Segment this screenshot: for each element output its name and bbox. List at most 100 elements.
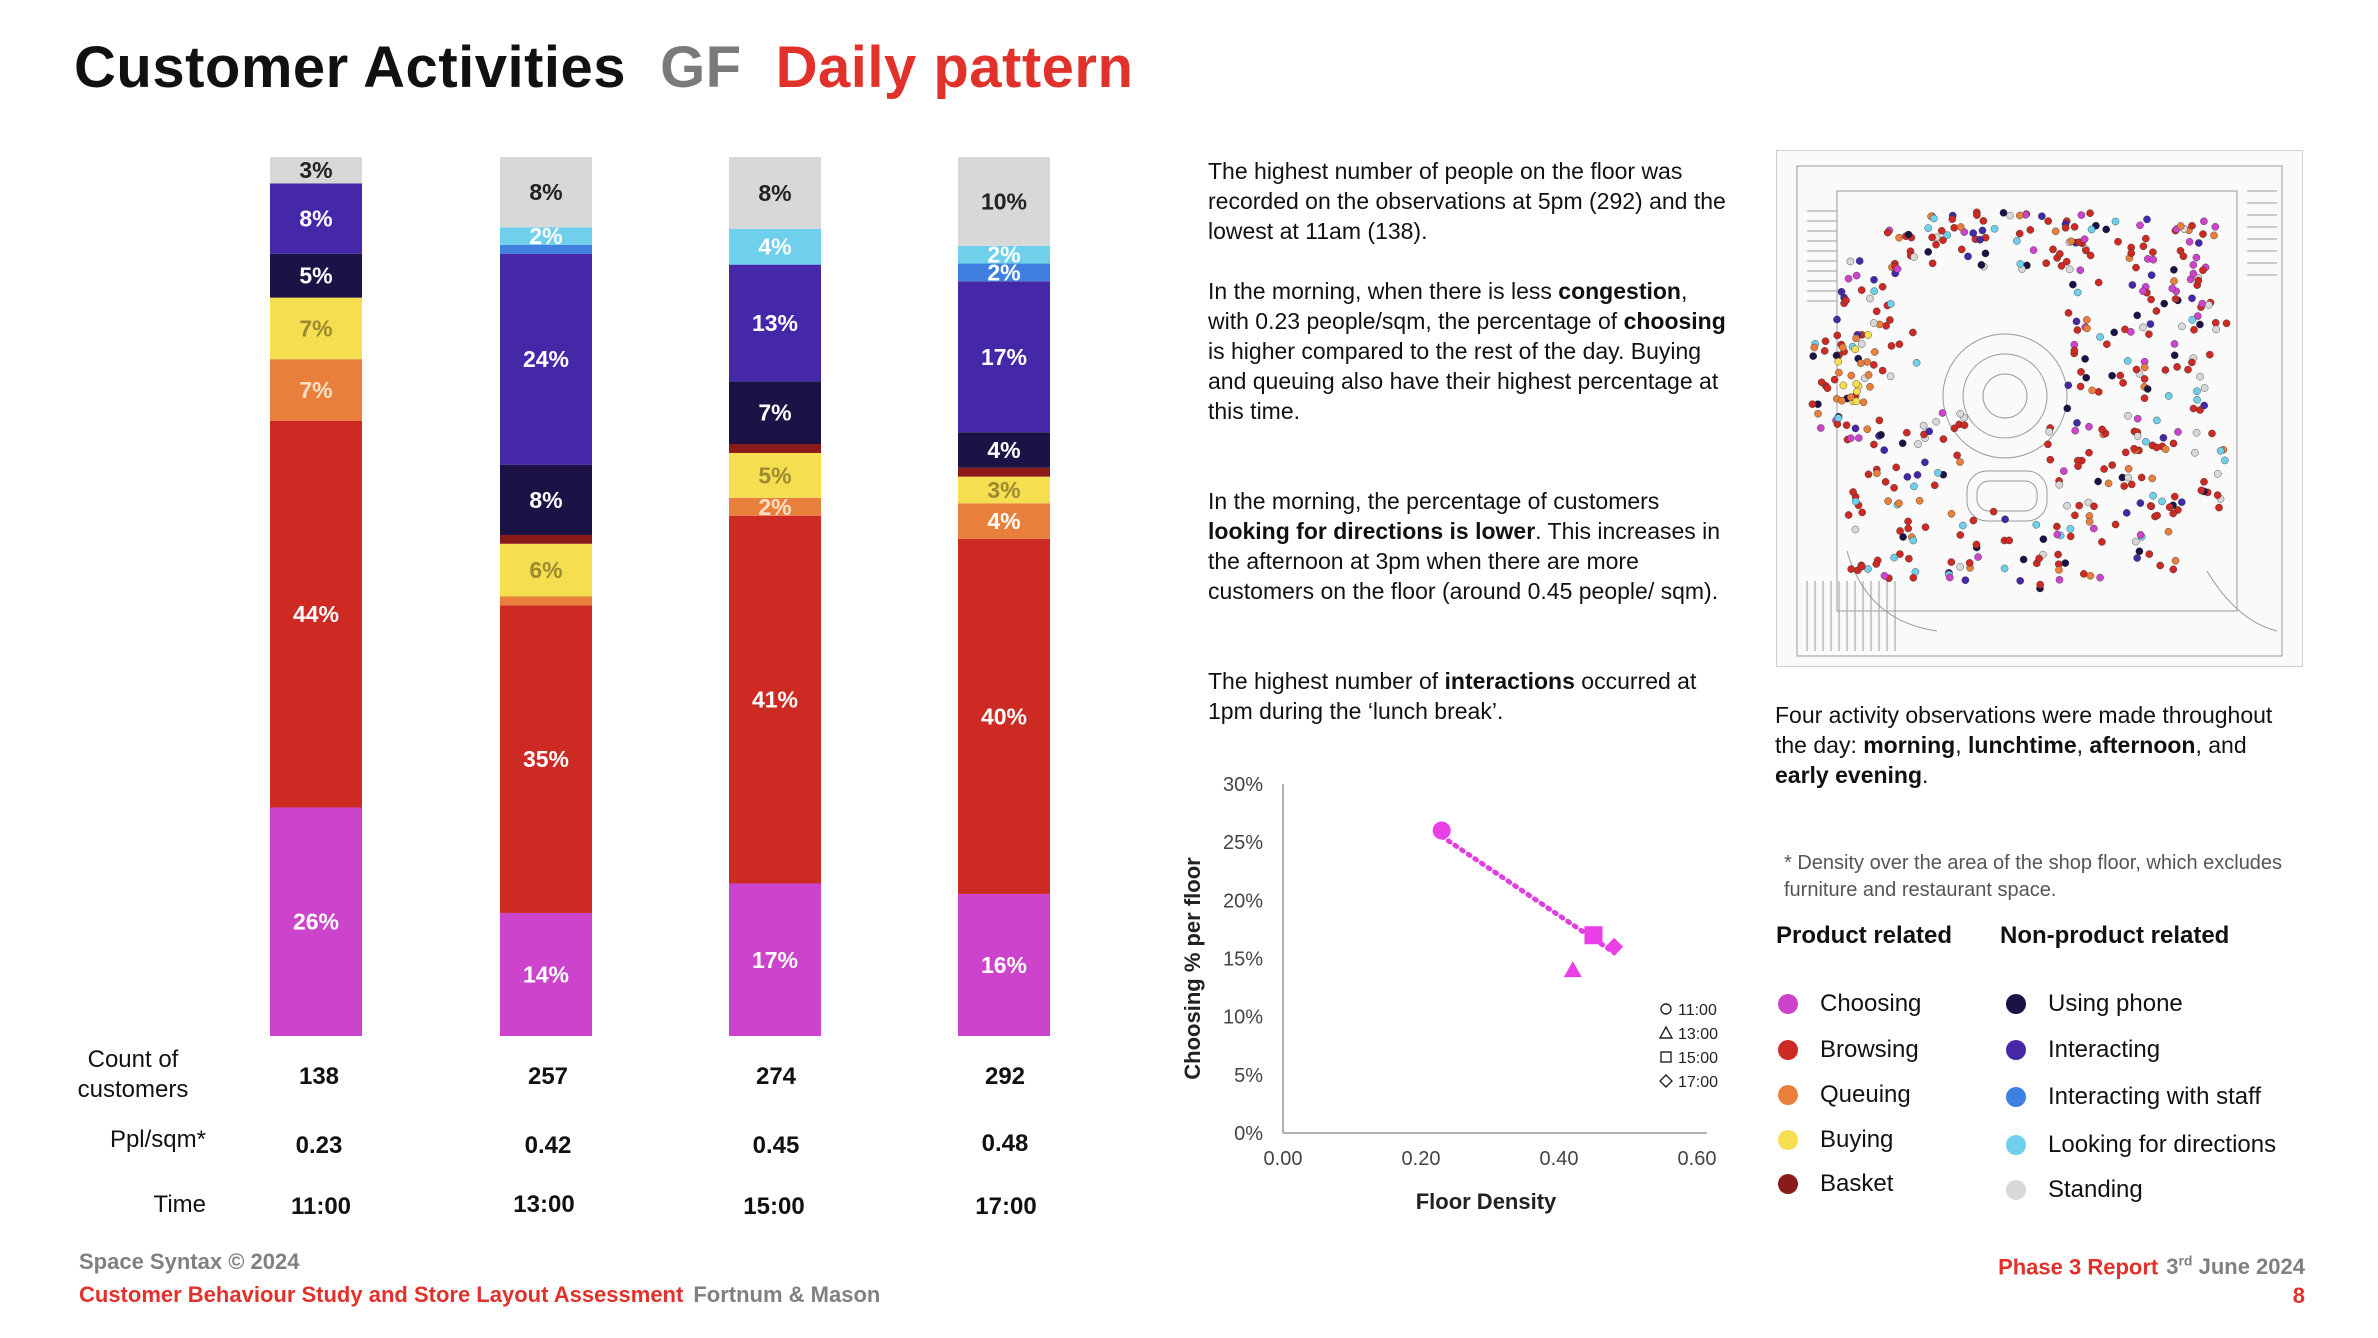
- legend-item-using-phone: Using phone: [2006, 990, 2183, 1018]
- x-tick-label: 0.40: [1540, 1148, 1579, 1170]
- scatter-legend-item: 11:00: [1660, 1002, 1717, 1019]
- legend-swatch-icon: [1778, 1174, 1798, 1194]
- bar-data-label: 3%: [299, 157, 332, 183]
- density-footnote: * Density over the area of the shop floo…: [1784, 852, 2283, 901]
- bar-data-label: 4%: [987, 437, 1020, 463]
- y-tick-label: 10%: [1223, 1007, 1263, 1029]
- bar-segment-using-phone: [958, 432, 1050, 468]
- legend-item-looking-for-directions: Looking for directions: [2006, 1131, 2276, 1159]
- bar-data-label: 35%: [523, 746, 569, 772]
- bar-data-label: 44%: [293, 601, 339, 627]
- bar-segment-browsing: [500, 605, 592, 913]
- bar-data-label: 4%: [758, 234, 791, 260]
- footer-date: 3rd June 2024: [2166, 1253, 2305, 1280]
- bar-segment-choosing: [270, 807, 362, 1036]
- y-tick-label: 5%: [1234, 1065, 1263, 1087]
- trendline: [1439, 833, 1617, 956]
- legend-nonproduct-title: Non-product related: [2000, 922, 2230, 949]
- page-number: 8: [2292, 1283, 2305, 1308]
- bar-data-label: 2%: [987, 242, 1020, 268]
- footer-client: Fortnum & Mason: [693, 1282, 881, 1307]
- bar-data-label: 7%: [299, 377, 332, 403]
- bar-segment-basket: [500, 534, 592, 544]
- time-value: 17:00: [975, 1193, 1037, 1220]
- scatter-point-1300: [1563, 961, 1582, 978]
- page-title: Customer Activities GF Daily pattern: [74, 34, 1133, 101]
- count-value: 292: [984, 1063, 1026, 1090]
- y-tick-label: 25%: [1223, 832, 1263, 854]
- bar-segment-buying: [270, 297, 362, 360]
- bar-data-label: 3%: [987, 477, 1020, 503]
- scatter-chart: 0% 5% 10% 15% 20% 25% 30% 0.00 0.20 0.40 0.60 Floor…: [1180, 774, 1718, 1214]
- footer-study-title: Customer Behaviour Study and Store Layou…: [79, 1282, 881, 1307]
- legend-item-interacting: Interacting: [2006, 1036, 2160, 1064]
- bar-segment-queuing: [958, 503, 1050, 539]
- legend-swatch-icon: [2006, 1040, 2026, 1060]
- bar-segment-browsing: [958, 538, 1050, 894]
- bar-data-label: 4%: [987, 508, 1020, 534]
- density-row-label: Ppl/sqm*: [109, 1126, 206, 1153]
- bar-segment-queuing: [500, 596, 592, 606]
- bar-segment-interacting: [500, 253, 592, 465]
- bar-segment-looking-for-directions: [500, 227, 592, 245]
- legend-item-buying: Buying: [1778, 1126, 1893, 1154]
- scatter-point-1500: [1584, 926, 1603, 945]
- y-tick-label: 20%: [1223, 890, 1263, 912]
- y-tick-label: 15%: [1223, 949, 1263, 971]
- svg-text:13:00: 13:00: [1678, 1026, 1718, 1043]
- footer-copyright: Space Syntax © 2024: [79, 1249, 300, 1274]
- bar-segment-basket: [958, 467, 1050, 477]
- y-tick-label: 0%: [1234, 1123, 1263, 1145]
- count-value: 274: [755, 1063, 797, 1090]
- legend-swatch-icon: [1778, 1085, 1798, 1105]
- paragraph-directions: In the morning, the percentage of custom…: [1208, 488, 1721, 604]
- paragraph-peak-numbers: The highest number of people on the floo…: [1208, 158, 1726, 244]
- legend-swatch-icon: [2006, 1180, 2026, 1200]
- bar-data-label: 13%: [752, 310, 798, 336]
- bar-segment-choosing: [958, 893, 1050, 1036]
- y-axis-label: Choosing % per floor: [1180, 857, 1205, 1080]
- count-value: 138: [298, 1063, 340, 1090]
- count-row-label: Count of customers: [77, 1046, 189, 1103]
- bar-data-label: 10%: [981, 188, 1027, 214]
- bar-segment-choosing: [729, 883, 821, 1036]
- bar-data-label: 40%: [981, 703, 1027, 729]
- bar-data-label: 26%: [293, 909, 339, 935]
- x-axis-label: Floor Density: [1416, 1189, 1557, 1214]
- time-value: 13:00: [513, 1191, 575, 1218]
- bar-segment-standing: [958, 157, 1050, 246]
- bar-segment-looking-for-directions: [958, 245, 1050, 264]
- bar-segment-choosing: [500, 912, 592, 1036]
- bar-segment-interacting-with-staff: [500, 244, 592, 254]
- density-value: 0.45: [752, 1132, 800, 1159]
- bar-data-label: 7%: [758, 400, 791, 426]
- legend-item-queuing: Queuing: [1778, 1081, 1911, 1109]
- svg-text:15:00: 15:00: [1678, 1050, 1718, 1067]
- bar-data-label: 6%: [529, 557, 562, 583]
- scatter-legend-item: 17:00: [1659, 1074, 1718, 1091]
- y-tick-label: 30%: [1223, 774, 1263, 796]
- legend-item-basket: Basket: [1778, 1170, 1893, 1198]
- legend-swatch-icon: [1778, 1130, 1798, 1150]
- density-value: 0.23: [295, 1132, 343, 1159]
- bar-data-label: 5%: [299, 263, 332, 289]
- stacked-bar-chart: 26% 44% 7% 7% 5% 8% 3% 14% 35% 6% 8% 24% 2% 8% 17% 41% 2…: [270, 157, 1050, 1036]
- bar-segment-standing: [500, 157, 592, 228]
- bar-segment-using-phone: [729, 381, 821, 445]
- legend-item-standing: Standing: [2006, 1176, 2143, 1204]
- density-value: 0.42: [524, 1132, 572, 1159]
- floor-plan-drawing: [1796, 165, 2283, 657]
- scatter-point-1700: [1605, 937, 1624, 956]
- title-floor: GF: [660, 35, 742, 100]
- bar-data-label: 17%: [752, 947, 798, 973]
- bar-segment-buying: [729, 452, 821, 498]
- floor-plan-lines: [1796, 165, 2283, 657]
- x-tick-label: 0.00: [1264, 1148, 1303, 1170]
- paragraph-morning-choosing: In the morning, when there is less conge…: [1208, 278, 1726, 424]
- legend-swatch-icon: [1778, 1040, 1798, 1060]
- bar-data-label: 14%: [523, 961, 569, 987]
- legend-item-browsing: Browsing: [1778, 1036, 1919, 1064]
- bar-data-label: 7%: [299, 315, 332, 341]
- bar-segment-standing: [729, 157, 821, 229]
- floor-plan-observation-dots: [1808, 208, 2231, 593]
